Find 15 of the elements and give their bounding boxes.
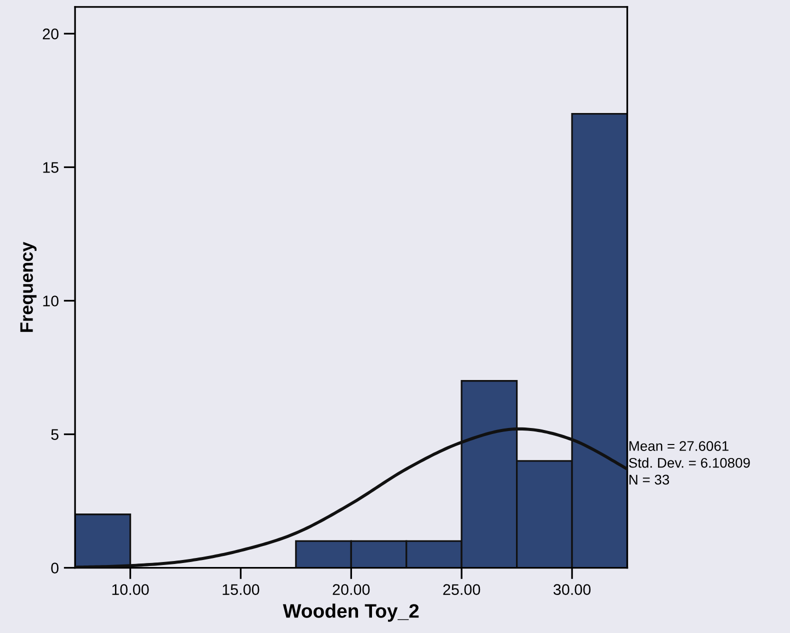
text: Mean = 27.6061 (630, 441, 728, 451)
y-tick-label: 5 (51, 429, 58, 440)
x-tick-label: 15.00 (222, 584, 260, 595)
y-tick-label: 20 (42, 28, 58, 40)
x-tick-label: 20.00 (332, 584, 370, 595)
y-tick-label: 0 (51, 562, 58, 574)
text: N = 33 (630, 474, 670, 485)
y-tick-label: 10 (43, 296, 58, 306)
y-axis-title: Frequency (20, 242, 37, 332)
text: Std. Dev. = 6.10809 (628, 458, 750, 468)
x-axis-title: Wooden Toy_2 (282, 604, 419, 622)
x-tick-label: 25.00 (443, 584, 480, 595)
x-tick-label: 10.00 (112, 584, 149, 595)
y-tick-label: 15 (43, 162, 58, 173)
x-tick-label: 30.00 (554, 584, 591, 595)
